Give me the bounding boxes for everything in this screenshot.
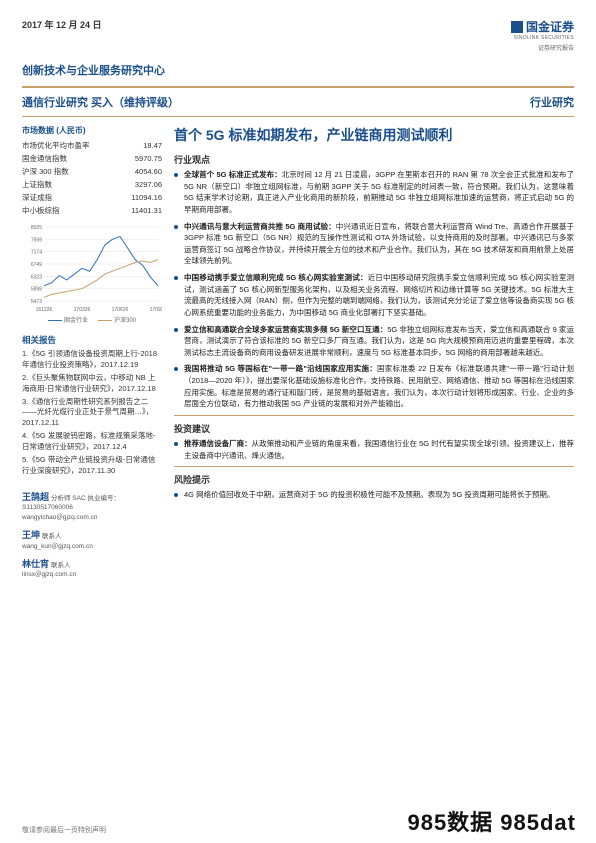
logo-cn: 国金证券 [526,18,574,35]
market-row: 中小板综指11401.31 [22,204,162,217]
author-block: 林仕宵 联系人 linsx＠gjzq.com.cn [22,558,162,581]
bullet-list: 4G 网络价值回收处于中期，运营商对于 5G 的投资积极性可能不及预期。表现为 … [174,489,574,501]
svg-text:7599: 7599 [31,237,42,243]
market-data-table: 市场优化平均市盈率18.47国金通信指数5970.75沪深 300 指数4054… [22,139,162,217]
related-report-item: 3.《通信行业周期性研究系列报告之二——光纤光缆行业正处于景气周期…》，2017… [22,397,162,430]
report-main-title: 首个 5G 标准如期发布，产业链商用测试顺利 [174,125,574,145]
market-row: 沪深 300 指数4054.60 [22,165,162,178]
related-report-item: 5.《5G 带动全产业链投资升级-日常通信行业深度研究》，2017.11.30 [22,455,162,477]
related-report-item: 4.《5G 发展驶钨密路，标准规策采落地-日常通信行业研究》，2017.12.4 [22,431,162,453]
doc-type: 行业研究 [530,94,574,110]
bullet-item: 我国将推动 5G 等国标在"一带一路"沿线国家应用实施：国家标准委 22 日发布… [174,363,574,410]
svg-text:170626: 170626 [112,307,129,313]
author-block: 王坤 联系人 wang_kun＠gjzq.com.cn [22,529,162,552]
chart-legend: 国金行业 沪深300 [22,315,162,324]
industry-rating: 通信行业研究 买入（维持评级） [22,94,179,110]
bullet-item: 4G 网络价值回收处于中期，运营商对于 5G 的投资积极性可能不及预期。表现为 … [174,489,574,501]
author-name: 林仕宵 [22,559,49,569]
bullet-list: 推荐通信设备厂商：从政策推动和产业链的角度来看，我国通信行业在 5G 时代有望实… [174,438,574,461]
svg-text:6323: 6323 [31,274,42,280]
report-date: 2017 年 12 月 24 日 [22,18,102,31]
watermark: 985数据 985dat [407,805,576,837]
author-name: 王坤 [22,530,40,540]
author-name: 王鹄超 [22,492,49,502]
svg-text:7174: 7174 [31,250,42,256]
sub-rule [22,116,574,117]
section-heading: 投资建议 [174,422,574,435]
bullet-item: 中国移动携手爱立信顺利完成 5G 核心网实验室测试：近日中国移动研究院携手爱立信… [174,272,574,319]
bullet-item: 全球首个 5G 标准正式发布：北京时间 12 月 21 日凌晨，3GPP 在里斯… [174,169,574,216]
index-chart: 5473 5898 6323 6749 7174 7599 8025 161226 170326… [22,223,162,313]
svg-text:5473: 5473 [31,299,42,305]
author-email: wangyichao＠gjzq.com.cn [22,514,98,521]
market-data-title: 市场数据 (人民币) [22,125,162,136]
market-row: 市场优化平均市盈率18.47 [22,139,162,152]
logo-en: SINOLINK SECURITIES [511,35,574,41]
section-divider [174,415,574,416]
svg-text:170326: 170326 [74,307,91,313]
section-heading: 风险提示 [174,473,574,486]
svg-text:170926: 170926 [150,307,162,313]
market-row: 深证成指11094.16 [22,191,162,204]
market-row: 国金通信指数5970.75 [22,152,162,165]
top-rule [22,86,574,88]
related-reports-list: 1.《5G 引领通信设备投资周期上行-2018 年通信行业投资策略》，2017.… [22,349,162,477]
related-reports-title: 相关报告 [22,334,162,346]
logo-mark [511,21,523,33]
bullet-item: 推荐通信设备厂商：从政策推动和产业链的角度来看，我国通信行业在 5G 时代有望实… [174,438,574,461]
section-heading: 行业观点 [174,153,574,166]
bullet-item: 爱立信和高通联合全球多家运营商实现多频 5G 新空口互通：5G 非独立组网标准发… [174,324,574,359]
bullet-list: 全球首个 5G 标准正式发布：北京时间 12 月 21 日凌晨，3GPP 在里斯… [174,169,574,410]
author-email: wang_kun＠gjzq.com.cn [22,543,93,550]
svg-text:6749: 6749 [31,262,42,268]
svg-text:8025: 8025 [31,225,42,231]
svg-text:5898: 5898 [31,287,42,293]
market-row: 上证指数3297.06 [22,178,162,191]
research-center-title: 创新技术与企业服务研究中心 [22,62,574,78]
related-report-item: 2.《巨头聚焦物联网中云，中移动 NB 上海商用-日常通信行业研究》，2017.… [22,373,162,395]
author-block: 王鹄超 分析师 SAC 执业编号：S1130517060006 wangyich… [22,491,162,523]
author-email: linsx＠gjzq.com.cn [22,571,76,578]
section-divider [174,466,574,467]
related-report-item: 1.《5G 引领通信设备投资周期上行-2018 年通信行业投资策略》，2017.… [22,349,162,371]
brand-logo: 国金证券 SINOLINK SECURITIES 证券研究报告 [511,18,574,52]
svg-text:161226: 161226 [36,307,53,313]
bullet-item: 中兴通讯与意大利运营商共推 5G 商用试验：中兴通讯近日宣布，将联合意大利运营商… [174,221,574,268]
disclaimer-note: 敬请参阅最后一页特别声明 [22,825,106,835]
logo-tag: 证券研究报告 [511,43,574,52]
